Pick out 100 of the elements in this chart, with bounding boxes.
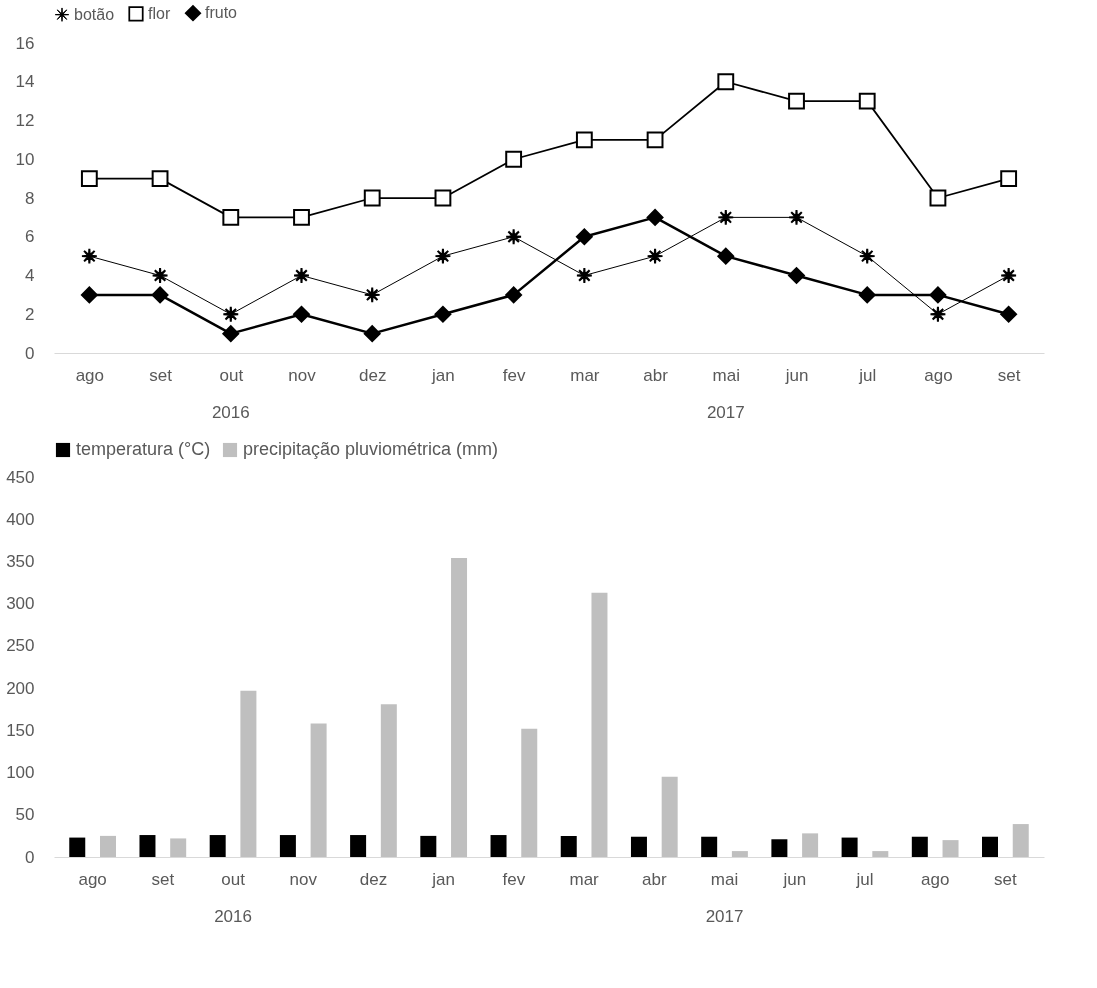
point [646, 208, 664, 226]
bar [802, 833, 819, 857]
point [80, 170, 98, 188]
legend-label: temperatura (°C) [76, 439, 211, 459]
bar [872, 851, 889, 857]
bar [591, 592, 608, 857]
y-tick-label: 200 [6, 678, 35, 698]
x-tick-label: fev [502, 869, 526, 889]
x-tick-label: nov [289, 869, 318, 889]
text: 2016 [214, 907, 252, 926]
x-tick-label: nov [288, 365, 317, 385]
point [858, 286, 876, 304]
point [151, 170, 169, 188]
x-tick-label: jun [784, 365, 809, 385]
bar [99, 835, 116, 857]
point [929, 189, 947, 207]
point [1000, 170, 1018, 188]
text: 2017 [705, 907, 744, 926]
point [788, 208, 805, 226]
x-tick-label: dez [359, 869, 388, 889]
point [151, 286, 169, 304]
point [575, 131, 593, 149]
x-tick-label: mai [710, 869, 739, 889]
y-tick-label: 250 [6, 636, 35, 656]
x-tick-label: jan [431, 869, 456, 889]
y-tick-label: 2 [25, 304, 35, 324]
point [929, 286, 947, 304]
point [363, 189, 381, 207]
x-tick-label: ago [75, 365, 105, 385]
point [80, 286, 98, 304]
point [434, 305, 452, 323]
y-tick-label: 0 [25, 343, 35, 363]
x-tick-label: jul [855, 869, 874, 889]
x-tick-label: set [994, 869, 1017, 889]
point [363, 325, 381, 343]
x-tick-label: jul [858, 365, 877, 385]
x-tick-label: abr [642, 869, 667, 889]
x-tick-label: dez [359, 365, 387, 385]
point [858, 92, 876, 110]
legend-label: fruto [205, 4, 238, 22]
y-tick-label: 16 [15, 33, 35, 53]
y-tick-label: 300 [6, 594, 35, 614]
bar [982, 836, 999, 857]
bar [1012, 824, 1029, 857]
y-tick-label: 10 [15, 149, 35, 169]
x-tick-label: mai [712, 365, 740, 385]
bar [209, 835, 226, 857]
text: 2016 [211, 403, 250, 422]
point [717, 73, 735, 91]
bar [560, 835, 577, 857]
point [151, 267, 169, 284]
text: 2017 [706, 403, 745, 422]
x-tick-label: jun [782, 869, 807, 889]
x-tick-label: mar [569, 869, 600, 889]
point [788, 267, 805, 284]
point [293, 208, 310, 226]
y-tick-label: 0 [25, 847, 35, 867]
point [788, 92, 805, 110]
bar [380, 704, 397, 857]
point [717, 247, 735, 265]
y-tick-label: 450 [6, 467, 35, 487]
bar [841, 837, 858, 857]
bar [661, 776, 678, 857]
bar [451, 558, 468, 857]
legend-label: precipitação pluviométrica (mm) [243, 439, 499, 459]
y-tick-label: 150 [6, 720, 35, 740]
x-tick-label: mar [570, 365, 600, 385]
bar [69, 837, 86, 857]
bar [240, 690, 257, 857]
x-tick-label: set [151, 869, 175, 889]
x-tick-label: fev [502, 365, 526, 385]
x-tick-label: set [997, 365, 1021, 385]
bar [521, 728, 538, 857]
x-tick-label: ago [920, 869, 950, 889]
y-tick-label: 14 [15, 72, 35, 92]
bar [771, 839, 788, 857]
legend-label: flor [148, 4, 171, 22]
x-tick-label: out [219, 365, 244, 385]
bar [942, 840, 959, 857]
bar [170, 838, 187, 857]
legend-label: botão [74, 5, 115, 23]
bar [911, 836, 928, 857]
point [222, 208, 240, 226]
bar [630, 836, 647, 857]
point [505, 286, 523, 304]
x-tick-label: set [149, 365, 173, 385]
y-tick-label: 350 [6, 551, 35, 571]
bar [279, 835, 296, 857]
y-tick-label: 12 [15, 111, 35, 130]
point [505, 150, 523, 168]
bar [701, 836, 718, 857]
point [1000, 305, 1018, 323]
point [575, 267, 593, 284]
bar [731, 851, 748, 857]
y-tick-label: 8 [25, 188, 35, 208]
y-tick-label: 6 [25, 227, 35, 247]
x-tick-label: out [221, 869, 246, 889]
bar [310, 723, 327, 857]
x-tick-label: ago [924, 365, 953, 385]
point [1000, 267, 1018, 284]
